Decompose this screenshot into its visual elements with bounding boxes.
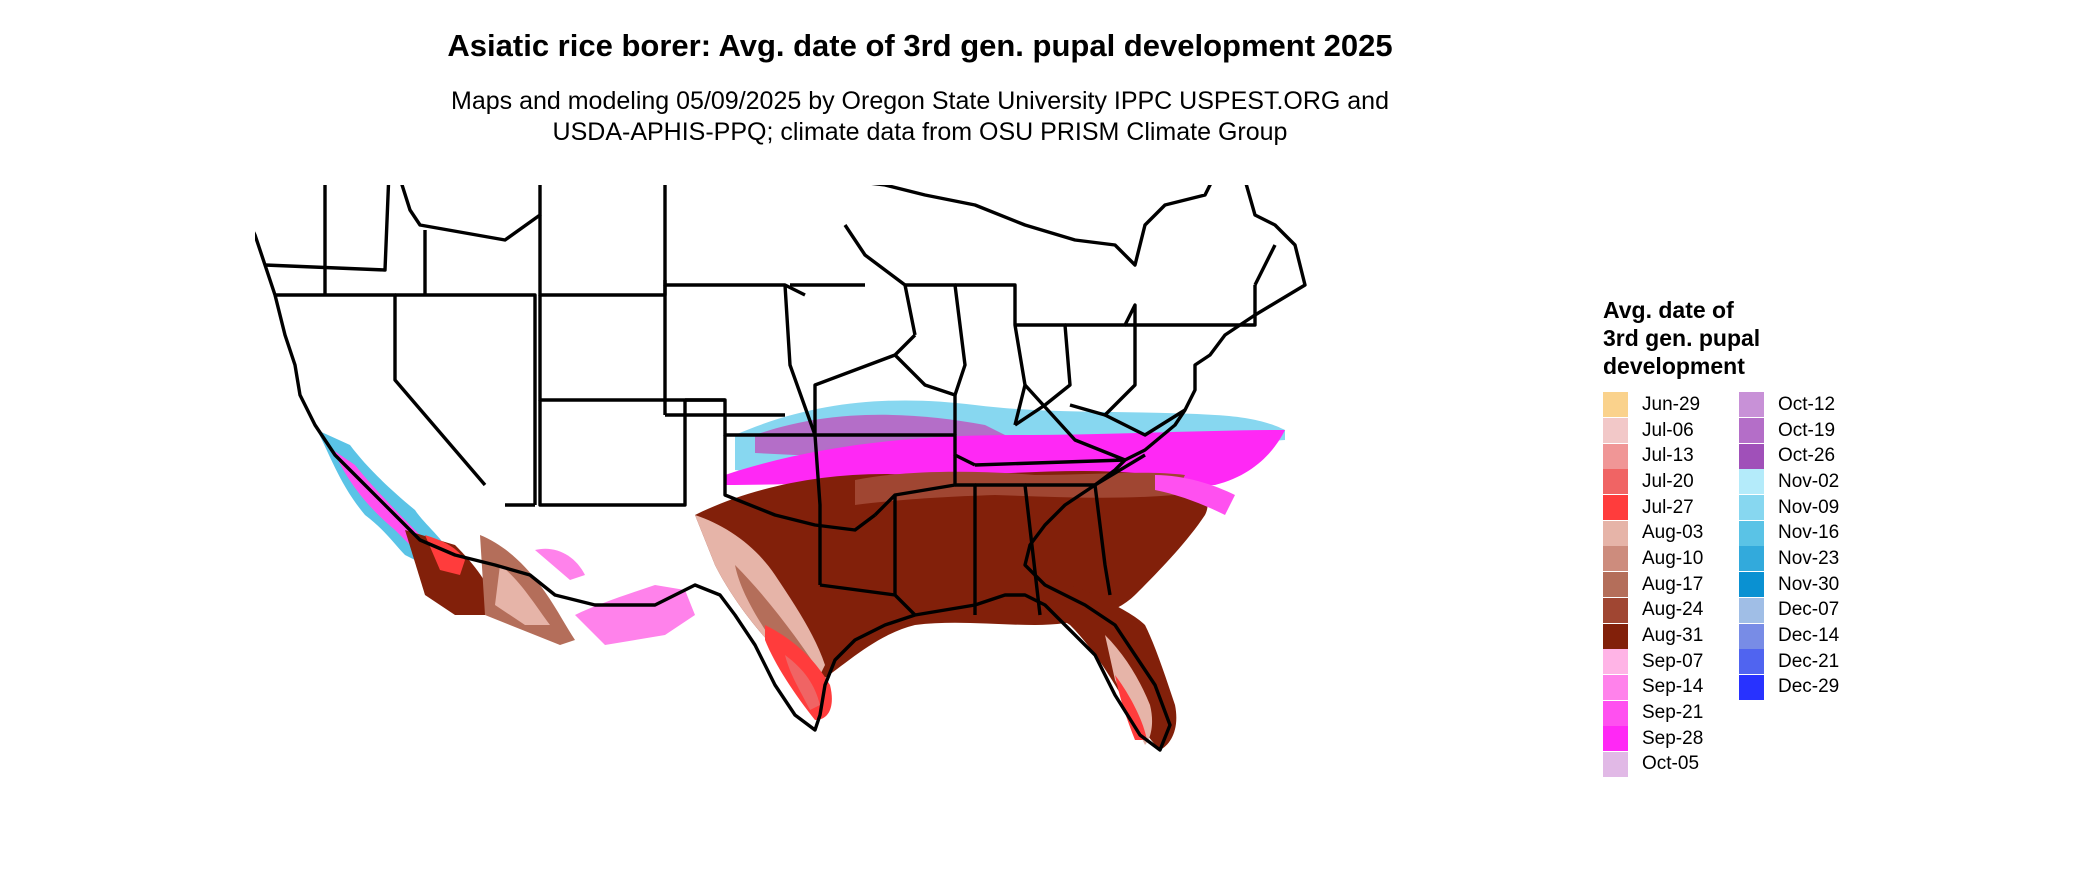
legend-swatch — [1603, 572, 1628, 598]
legend-swatch — [1603, 597, 1628, 623]
legend-label: Aug-31 — [1642, 625, 1704, 647]
legend-column-2: Oct-12 Oct-19 Oct-26 Nov-02 Nov-09 Nov-16 Nov-… — [1739, 392, 1875, 777]
legend-label: Dec-14 — [1778, 625, 1840, 647]
legend-item: Aug-03 — [1603, 520, 1739, 546]
legend-swatch — [1603, 751, 1628, 777]
subtitle-line-1: Maps and modeling 05/09/2025 by Oregon S… — [451, 87, 1389, 115]
legend-item: Sep-28 — [1603, 726, 1739, 752]
legend-item: Jul-20 — [1603, 469, 1739, 495]
map-title: Asiatic rice borer: Avg. date of 3rd gen… — [447, 28, 1393, 63]
legend-item: Aug-10 — [1603, 546, 1739, 572]
legend-item: Oct-19 — [1739, 418, 1875, 444]
legend-label: Nov-23 — [1778, 547, 1840, 569]
legend-item: Nov-30 — [1739, 572, 1875, 598]
legend-label: Sep-14 — [1642, 676, 1704, 698]
legend-column-1: Jun-29 Jul-06 Jul-13 Jul-20 Jul-27 Aug-03 Aug-… — [1603, 392, 1739, 777]
legend-item: Oct-12 — [1739, 392, 1875, 418]
legend: Avg. date of 3rd gen. pupal development … — [1603, 296, 1903, 777]
legend-label: Aug-10 — [1642, 547, 1704, 569]
legend-label: Dec-07 — [1778, 599, 1840, 621]
legend-label: Oct-26 — [1778, 445, 1836, 467]
legend-item: Dec-07 — [1739, 597, 1875, 624]
legend-label: Jul-27 — [1642, 496, 1694, 518]
legend-swatch — [1739, 495, 1764, 521]
legend-label: Jun-29 — [1642, 393, 1701, 415]
legend-item: Sep-14 — [1603, 674, 1739, 701]
legend-label: Nov-02 — [1778, 470, 1840, 492]
legend-label: Oct-05 — [1642, 753, 1700, 775]
legend-label: Nov-09 — [1778, 496, 1840, 518]
legend-swatch — [1739, 649, 1764, 675]
legend-swatch — [1739, 418, 1764, 444]
legend-swatch — [1603, 623, 1628, 649]
legend-label: Oct-19 — [1778, 419, 1836, 441]
legend-swatch — [1603, 418, 1628, 444]
legend-item: Aug-31 — [1603, 623, 1739, 649]
legend-swatch — [1603, 520, 1628, 546]
legend-item: Oct-26 — [1739, 443, 1875, 469]
legend-swatch — [1739, 443, 1764, 469]
legend-item: Dec-14 — [1739, 623, 1875, 649]
legend-swatch — [1739, 520, 1764, 546]
legend-label: Aug-17 — [1642, 573, 1704, 595]
legend-swatch — [1739, 572, 1764, 598]
legend-swatch — [1603, 443, 1628, 469]
legend-item: Aug-24 — [1603, 597, 1739, 624]
legend-item: Nov-16 — [1739, 520, 1875, 546]
legend-label: Jul-20 — [1642, 470, 1694, 492]
us-map — [255, 185, 1307, 752]
legend-label: Sep-21 — [1642, 702, 1704, 724]
legend-swatch — [1739, 392, 1764, 418]
legend-item: Jul-27 — [1603, 495, 1739, 521]
legend-item: Jul-06 — [1603, 418, 1739, 444]
legend-label: Oct-12 — [1778, 393, 1836, 415]
legend-label: Sep-28 — [1642, 727, 1704, 749]
legend-item: Jul-13 — [1603, 443, 1739, 469]
legend-title: Avg. date of 3rd gen. pupal development — [1603, 297, 1761, 379]
legend-label: Nov-30 — [1778, 573, 1840, 595]
subtitle-line-2: USDA-APHIS-PPQ; climate data from OSU PR… — [552, 118, 1288, 146]
legend-columns: Jun-29 Jul-06 Jul-13 Jul-20 Jul-27 Aug-03 Aug-… — [1603, 392, 1903, 777]
legend-swatch — [1603, 546, 1628, 572]
legend-item: Aug-17 — [1603, 572, 1739, 598]
legend-item: Oct-05 — [1603, 751, 1739, 778]
legend-item: Nov-02 — [1739, 469, 1875, 495]
legend-swatch — [1739, 674, 1764, 700]
legend-swatch — [1739, 546, 1764, 572]
legend-label: Aug-24 — [1642, 599, 1704, 621]
legend-label: Jul-13 — [1642, 445, 1694, 467]
legend-label: Aug-03 — [1642, 522, 1704, 544]
heat-fill — [317, 400, 1285, 750]
legend-item: Dec-29 — [1739, 674, 1875, 701]
legend-label: Nov-16 — [1778, 522, 1840, 544]
legend-item: Nov-09 — [1739, 495, 1875, 521]
legend-swatch — [1603, 469, 1628, 495]
legend-label: Dec-29 — [1778, 676, 1840, 698]
map-subtitle: Maps and modeling 05/09/2025 by Oregon S… — [380, 86, 1460, 148]
legend-item: Sep-07 — [1603, 649, 1739, 675]
legend-swatch — [1739, 469, 1764, 495]
legend-item: Dec-21 — [1739, 649, 1875, 675]
legend-swatch — [1603, 392, 1628, 418]
legend-swatch — [1603, 495, 1628, 521]
legend-swatch — [1739, 623, 1764, 649]
legend-swatch — [1603, 700, 1628, 726]
legend-swatch — [1603, 674, 1628, 700]
legend-item: Nov-23 — [1739, 546, 1875, 572]
legend-swatch — [1603, 726, 1628, 752]
legend-label: Jul-06 — [1642, 419, 1694, 441]
legend-item: Jun-29 — [1603, 392, 1739, 418]
legend-item: Sep-21 — [1603, 700, 1739, 726]
legend-label: Dec-21 — [1778, 650, 1840, 672]
legend-swatch — [1739, 597, 1764, 623]
legend-label: Sep-07 — [1642, 650, 1704, 672]
state-boundaries — [255, 185, 1307, 752]
legend-swatch — [1603, 649, 1628, 675]
